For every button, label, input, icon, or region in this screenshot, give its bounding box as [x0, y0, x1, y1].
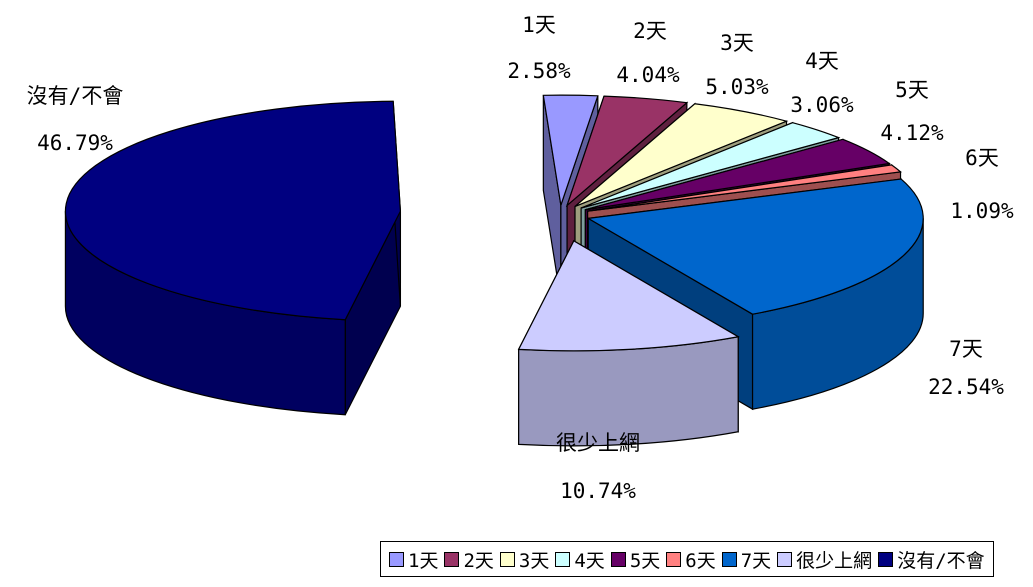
slice-value-4: 3.06% — [790, 93, 854, 117]
legend-swatch-7 — [721, 551, 737, 567]
slice-label-1: 1天 — [522, 13, 556, 37]
slice-value-5: 4.12% — [880, 121, 944, 145]
slice-value-2: 4.04% — [616, 63, 680, 87]
legend-label-8: 很少上網 — [796, 549, 873, 572]
legend-item-3: 3天 — [499, 546, 550, 573]
slice-value-1: 2.58% — [507, 59, 571, 83]
legend-label-9: 沒有/不會 — [897, 549, 985, 572]
legend-label-7: 7天 — [740, 549, 772, 572]
legend-label-2: 2天 — [463, 549, 494, 572]
legend-swatch-5 — [610, 551, 626, 567]
legend-swatch-8 — [777, 551, 793, 567]
legend-item-6: 6天 — [666, 546, 716, 573]
legend-item-2: 2天 — [444, 546, 494, 573]
legend-item-1: 1天 — [389, 546, 438, 573]
legend-label-6: 6天 — [685, 549, 716, 572]
slice-label-7: 7天 — [949, 337, 983, 361]
legend-swatch-2 — [444, 551, 460, 567]
legend-swatch-1 — [389, 551, 404, 567]
legend-label-3: 3天 — [518, 549, 550, 572]
slice-label-3: 3天 — [720, 31, 754, 55]
slice-label-5: 5天 — [895, 78, 929, 102]
slice-value-8: 10.74% — [560, 479, 636, 503]
slice-label-8: 很少上網 — [556, 431, 640, 455]
chart-legend: 1天 2天 3天 4天 5天 6天 7天 很少上網 沒有/不會 — [380, 541, 994, 577]
slice-value-7: 22.54% — [928, 375, 1004, 399]
legend-swatch-6 — [666, 551, 682, 567]
slice-value-9: 46.79% — [37, 131, 113, 155]
legend-label-1: 1天 — [408, 549, 439, 572]
legend-item-5: 5天 — [610, 546, 661, 573]
legend-item-7: 7天 — [721, 546, 772, 573]
slice-value-6: 1.09% — [950, 199, 1014, 223]
legend-swatch-9 — [878, 551, 894, 567]
pie-slice-9 — [64, 100, 402, 416]
legend-item-4: 4天 — [555, 546, 605, 573]
legend-label-4: 4天 — [574, 549, 605, 572]
pie-slice-8 — [517, 239, 740, 447]
legend-label-5: 5天 — [629, 549, 661, 572]
legend-item-8: 很少上網 — [777, 546, 872, 573]
slice-value-3: 5.03% — [705, 75, 769, 99]
slice-label-6: 6天 — [965, 146, 999, 170]
legend-swatch-4 — [555, 551, 571, 567]
slice-label-9: 沒有/不會 — [27, 84, 124, 108]
slice-label-4: 4天 — [805, 49, 839, 73]
legend-item-9: 沒有/不會 — [878, 546, 985, 573]
slice-label-2: 2天 — [633, 19, 667, 43]
legend-swatch-3 — [499, 551, 515, 567]
